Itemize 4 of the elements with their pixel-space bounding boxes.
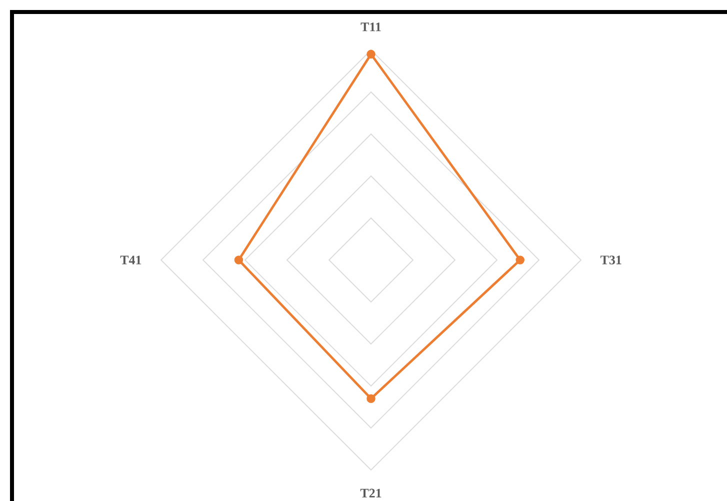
spoke-label: T11 <box>360 22 381 32</box>
spoke-label: T31 <box>600 256 622 264</box>
spoke-label: T41 <box>120 256 142 264</box>
spoke-label: T21 <box>360 488 382 498</box>
